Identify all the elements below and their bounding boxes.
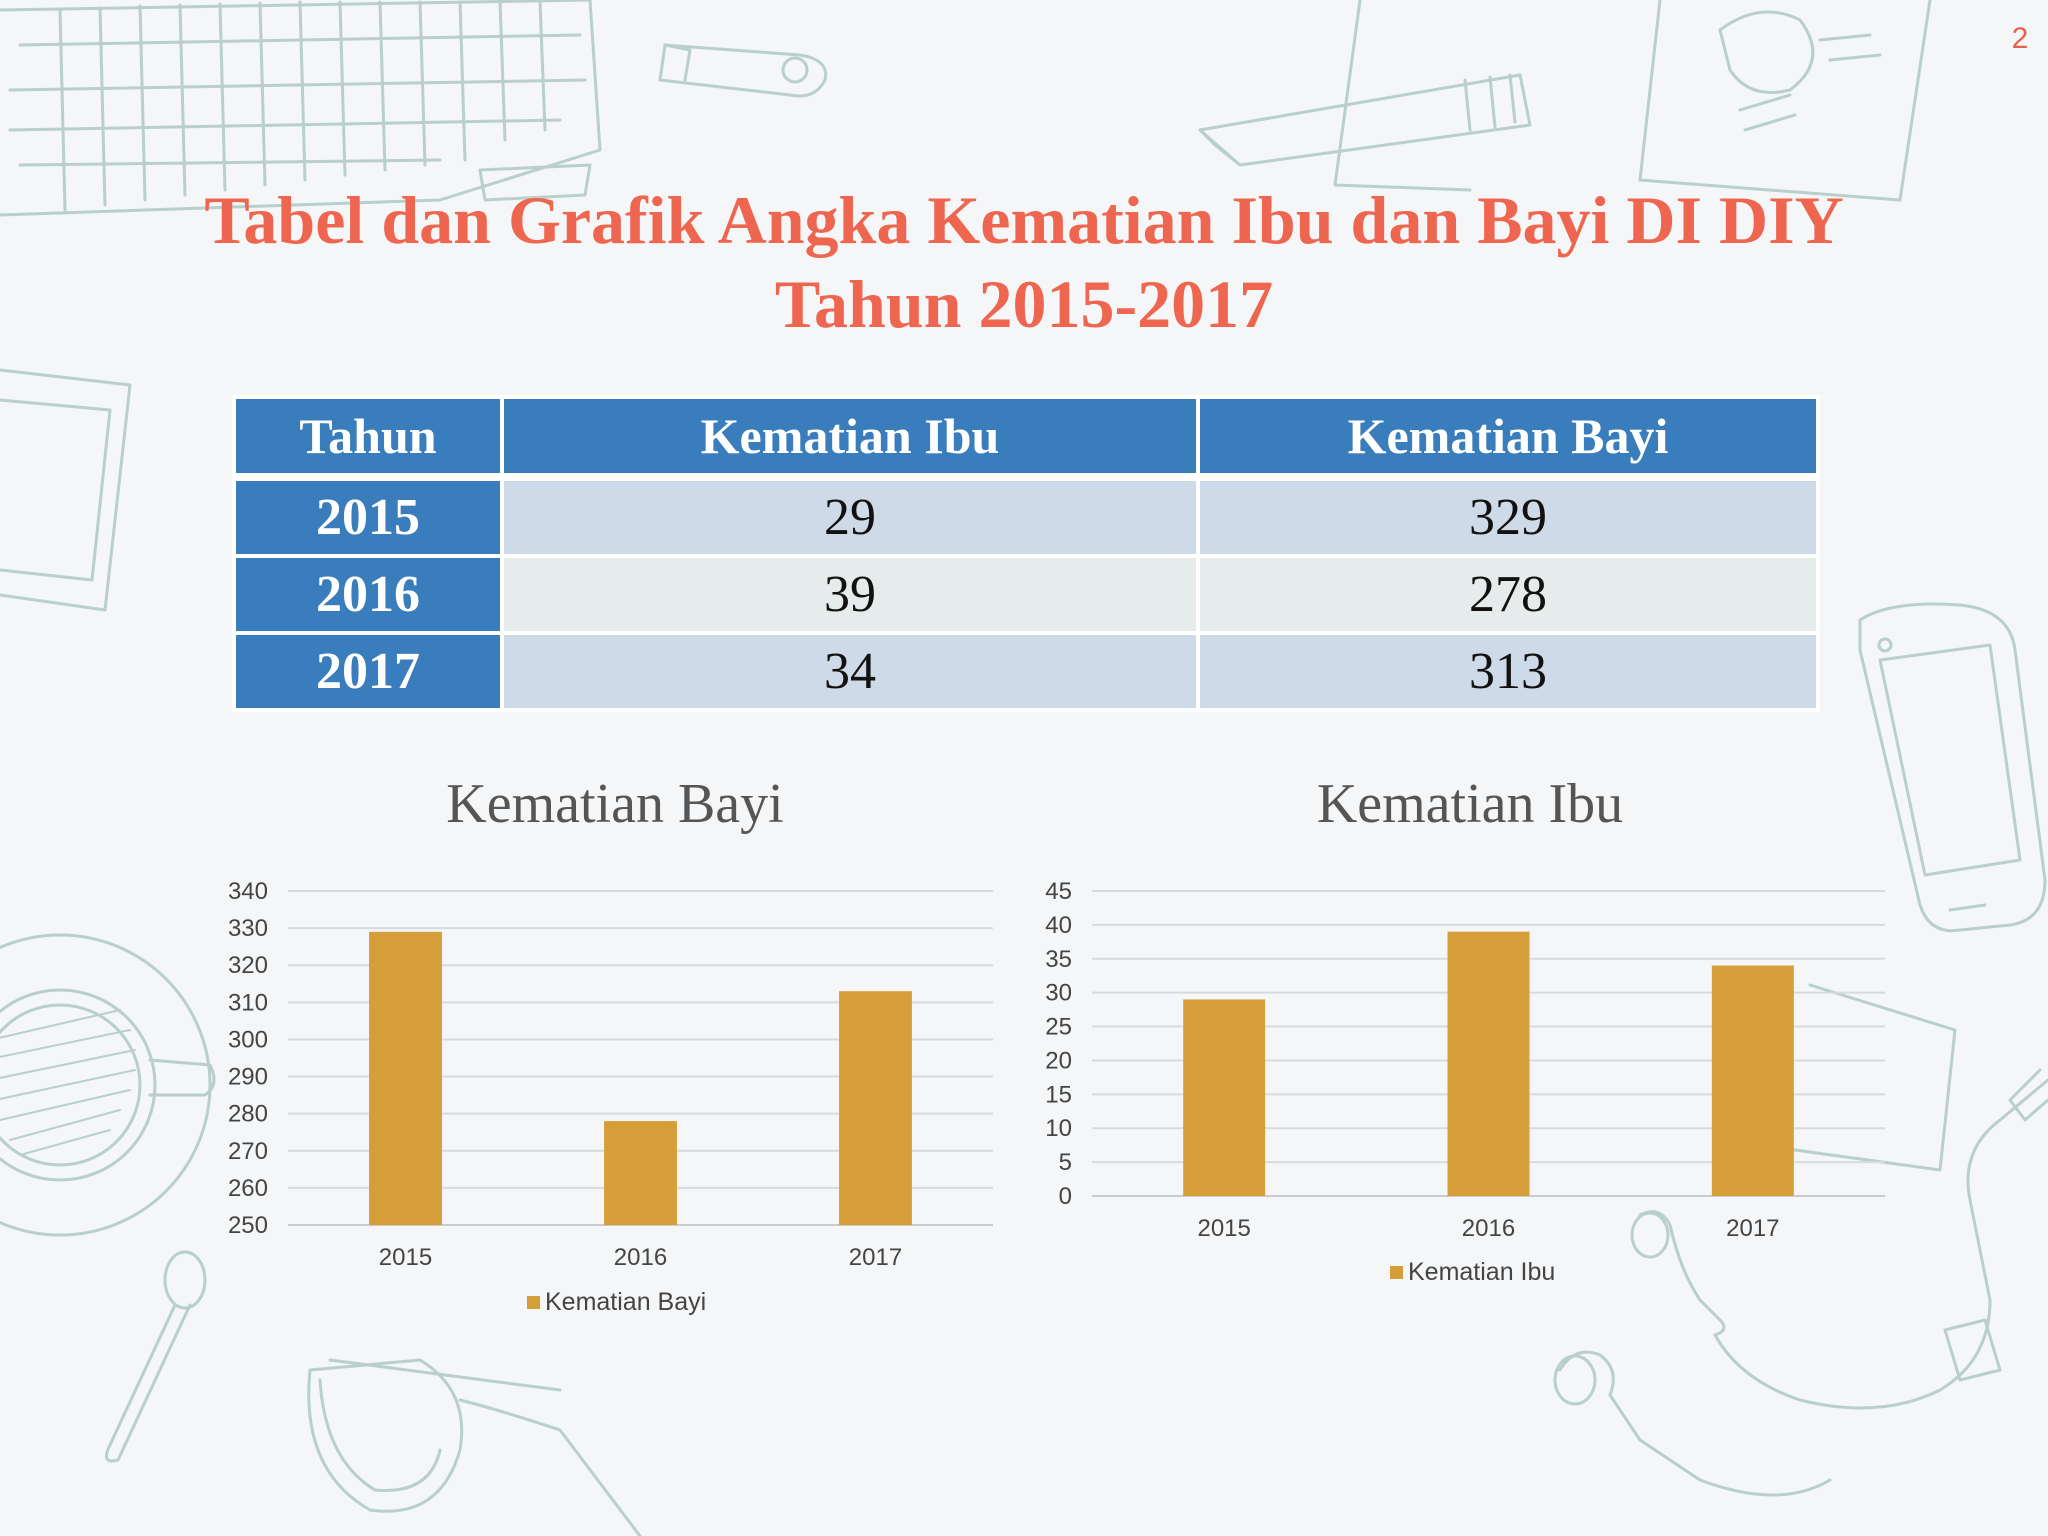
x-tick-label: 2017 bbox=[849, 1244, 902, 1271]
paper-sheet-sketch bbox=[1793, 983, 1957, 1172]
x-tick-label: 2015 bbox=[1197, 1215, 1250, 1242]
slide-number: 2 bbox=[2011, 22, 2029, 55]
x-tick-label: 2016 bbox=[1462, 1215, 1515, 1242]
bar-2017 bbox=[1711, 965, 1794, 1196]
y-tick-label: 290 bbox=[228, 1064, 268, 1091]
bar-2016 bbox=[604, 1121, 677, 1225]
kematian-bayi-chart: Kematian Bayi 250 260 270 280 290 300 310 320 330… bbox=[228, 773, 993, 1316]
slide-title: Tabel dan Grafik Angka Kematian Ibu dan … bbox=[0, 178, 2048, 346]
table-header-tahun: Tahun bbox=[232, 395, 504, 481]
smartphone-sketch bbox=[1858, 602, 2047, 933]
table-cell-kematian-ibu: 39 bbox=[500, 554, 1200, 635]
bar-2016 bbox=[1447, 931, 1530, 1196]
y-tick-label: 280 bbox=[228, 1101, 268, 1128]
bar-2017 bbox=[839, 991, 912, 1225]
legend-label: Kematian Ibu bbox=[1408, 1258, 1555, 1286]
legend-label: Kematian Bayi bbox=[545, 1288, 706, 1316]
y-tick-label: 25 bbox=[1045, 1014, 1072, 1041]
chart-title: Kematian Ibu bbox=[1317, 773, 1623, 835]
y-tick-label: 45 bbox=[1045, 878, 1072, 905]
y-tick-label: 40 bbox=[1045, 912, 1072, 939]
slide-title-line-1: Tabel dan Grafik Angka Kematian Ibu dan … bbox=[204, 182, 1844, 258]
chart-title: Kematian Bayi bbox=[446, 773, 783, 835]
table-cell-kematian-bayi: 278 bbox=[1196, 554, 1820, 635]
y-tick-label: 35 bbox=[1045, 946, 1072, 973]
table-cell-kematian-ibu: 29 bbox=[500, 475, 1200, 558]
coffee-cup-sketch bbox=[0, 933, 216, 1237]
notebook-sketch bbox=[1333, 0, 1932, 202]
table-cell-year: 2017 bbox=[232, 631, 504, 712]
bar-2015 bbox=[1183, 999, 1266, 1196]
legend-swatch bbox=[527, 1296, 540, 1309]
table-header-kematian-bayi: Kematian Bayi bbox=[1196, 395, 1820, 481]
bar-2015 bbox=[369, 931, 442, 1225]
x-tick-label: 2016 bbox=[614, 1244, 667, 1271]
glasses-sketch bbox=[307, 1358, 642, 1536]
table-cell-year: 2015 bbox=[232, 475, 504, 558]
table-cell-kematian-bayi: 329 bbox=[1196, 475, 1820, 558]
table-cell-kematian-ibu: 34 bbox=[500, 631, 1200, 712]
y-tick-label: 10 bbox=[1045, 1115, 1072, 1142]
x-tick-label: 2017 bbox=[1726, 1215, 1779, 1242]
y-tick-label: 320 bbox=[228, 952, 268, 979]
y-tick-label: 330 bbox=[228, 915, 268, 942]
chart-legend: Kematian Bayi bbox=[527, 1288, 706, 1316]
y-tick-label: 300 bbox=[228, 1026, 268, 1053]
y-tick-label: 260 bbox=[228, 1175, 268, 1202]
earphones-sketch bbox=[1553, 1068, 2048, 1497]
usb-drive-sketch bbox=[658, 43, 828, 98]
table-header-kematian-ibu: Kematian Ibu bbox=[500, 395, 1200, 481]
y-tick-label: 15 bbox=[1045, 1081, 1072, 1108]
tablet-sketch bbox=[0, 368, 132, 612]
table-header-row: Tahun Kematian Ibu Kematian Bayi bbox=[232, 395, 1820, 481]
y-tick-label: 250 bbox=[228, 1212, 268, 1239]
kematian-ibu-chart: Kematian Ibu 0 5 10 15 20 25 30 35 40 45 2015 2016 20… bbox=[1045, 773, 1885, 1286]
y-tick-label: 0 bbox=[1059, 1183, 1072, 1210]
table-row: 2015 29 329 bbox=[232, 475, 1820, 558]
keyboard-sketch bbox=[0, 0, 602, 217]
y-tick-label: 340 bbox=[228, 878, 268, 905]
table-cell-year: 2016 bbox=[232, 554, 504, 635]
y-tick-label: 20 bbox=[1045, 1047, 1072, 1074]
table-row: 2016 39 278 bbox=[232, 554, 1820, 635]
table-cell-kematian-bayi: 313 bbox=[1196, 631, 1820, 712]
y-tick-label: 270 bbox=[228, 1138, 268, 1165]
x-tick-label: 2015 bbox=[379, 1244, 432, 1271]
y-tick-label: 5 bbox=[1059, 1149, 1072, 1176]
y-tick-label: 310 bbox=[228, 989, 268, 1016]
mortality-data-table: Tahun Kematian Ibu Kematian Bayi 2015 29… bbox=[232, 395, 1820, 712]
spoon-sketch bbox=[104, 1250, 207, 1463]
marker-sketch bbox=[1198, 73, 1532, 167]
legend-swatch bbox=[1390, 1266, 1403, 1279]
chart-legend: Kematian Ibu bbox=[1390, 1258, 1555, 1286]
slide-title-line-2: Tahun 2015-2017 bbox=[774, 266, 1274, 342]
y-tick-label: 30 bbox=[1045, 980, 1072, 1007]
table-row: 2017 34 313 bbox=[232, 631, 1820, 712]
